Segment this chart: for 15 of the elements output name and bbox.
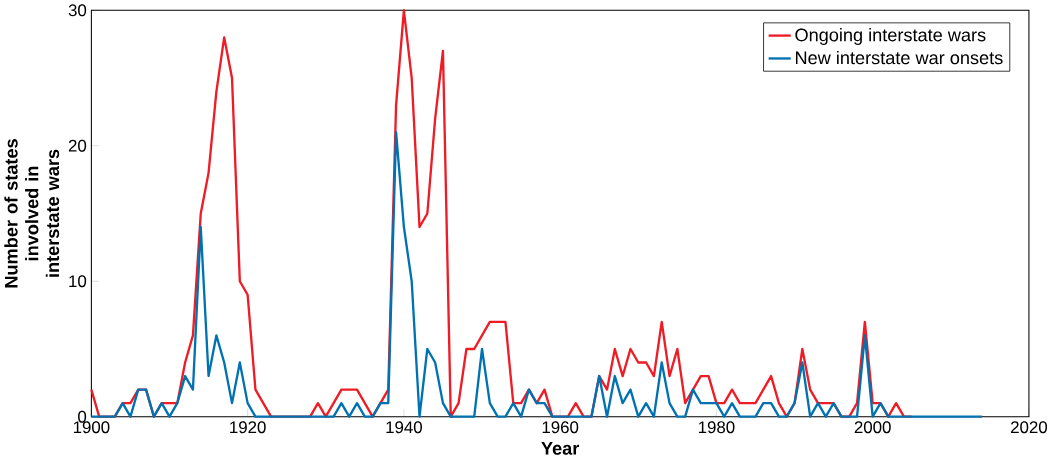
x-tick-label: 1960 (542, 421, 579, 434)
y-tick-label: 20 (68, 139, 87, 152)
x-tick-label: 2020 (1011, 421, 1048, 434)
y-tick-label: 10 (69, 275, 87, 288)
x-tick-label: 2000 (854, 421, 891, 434)
y-tick-label: 30 (68, 4, 87, 17)
y-tick-label: 0 (78, 410, 87, 423)
x-tick-label: 1920 (230, 421, 266, 434)
x-tick-label: 1940 (386, 421, 422, 434)
y-axis-title: Number of states involved in interstate wars (4, 139, 60, 288)
x-tick-label: 1980 (698, 421, 735, 434)
legend-label: Ongoing interstate wars (795, 28, 986, 45)
legend-label: New interstate war onsets (795, 50, 1003, 65)
x-axis-title: Year (541, 442, 580, 455)
x-tick-label: 1900 (73, 421, 110, 434)
